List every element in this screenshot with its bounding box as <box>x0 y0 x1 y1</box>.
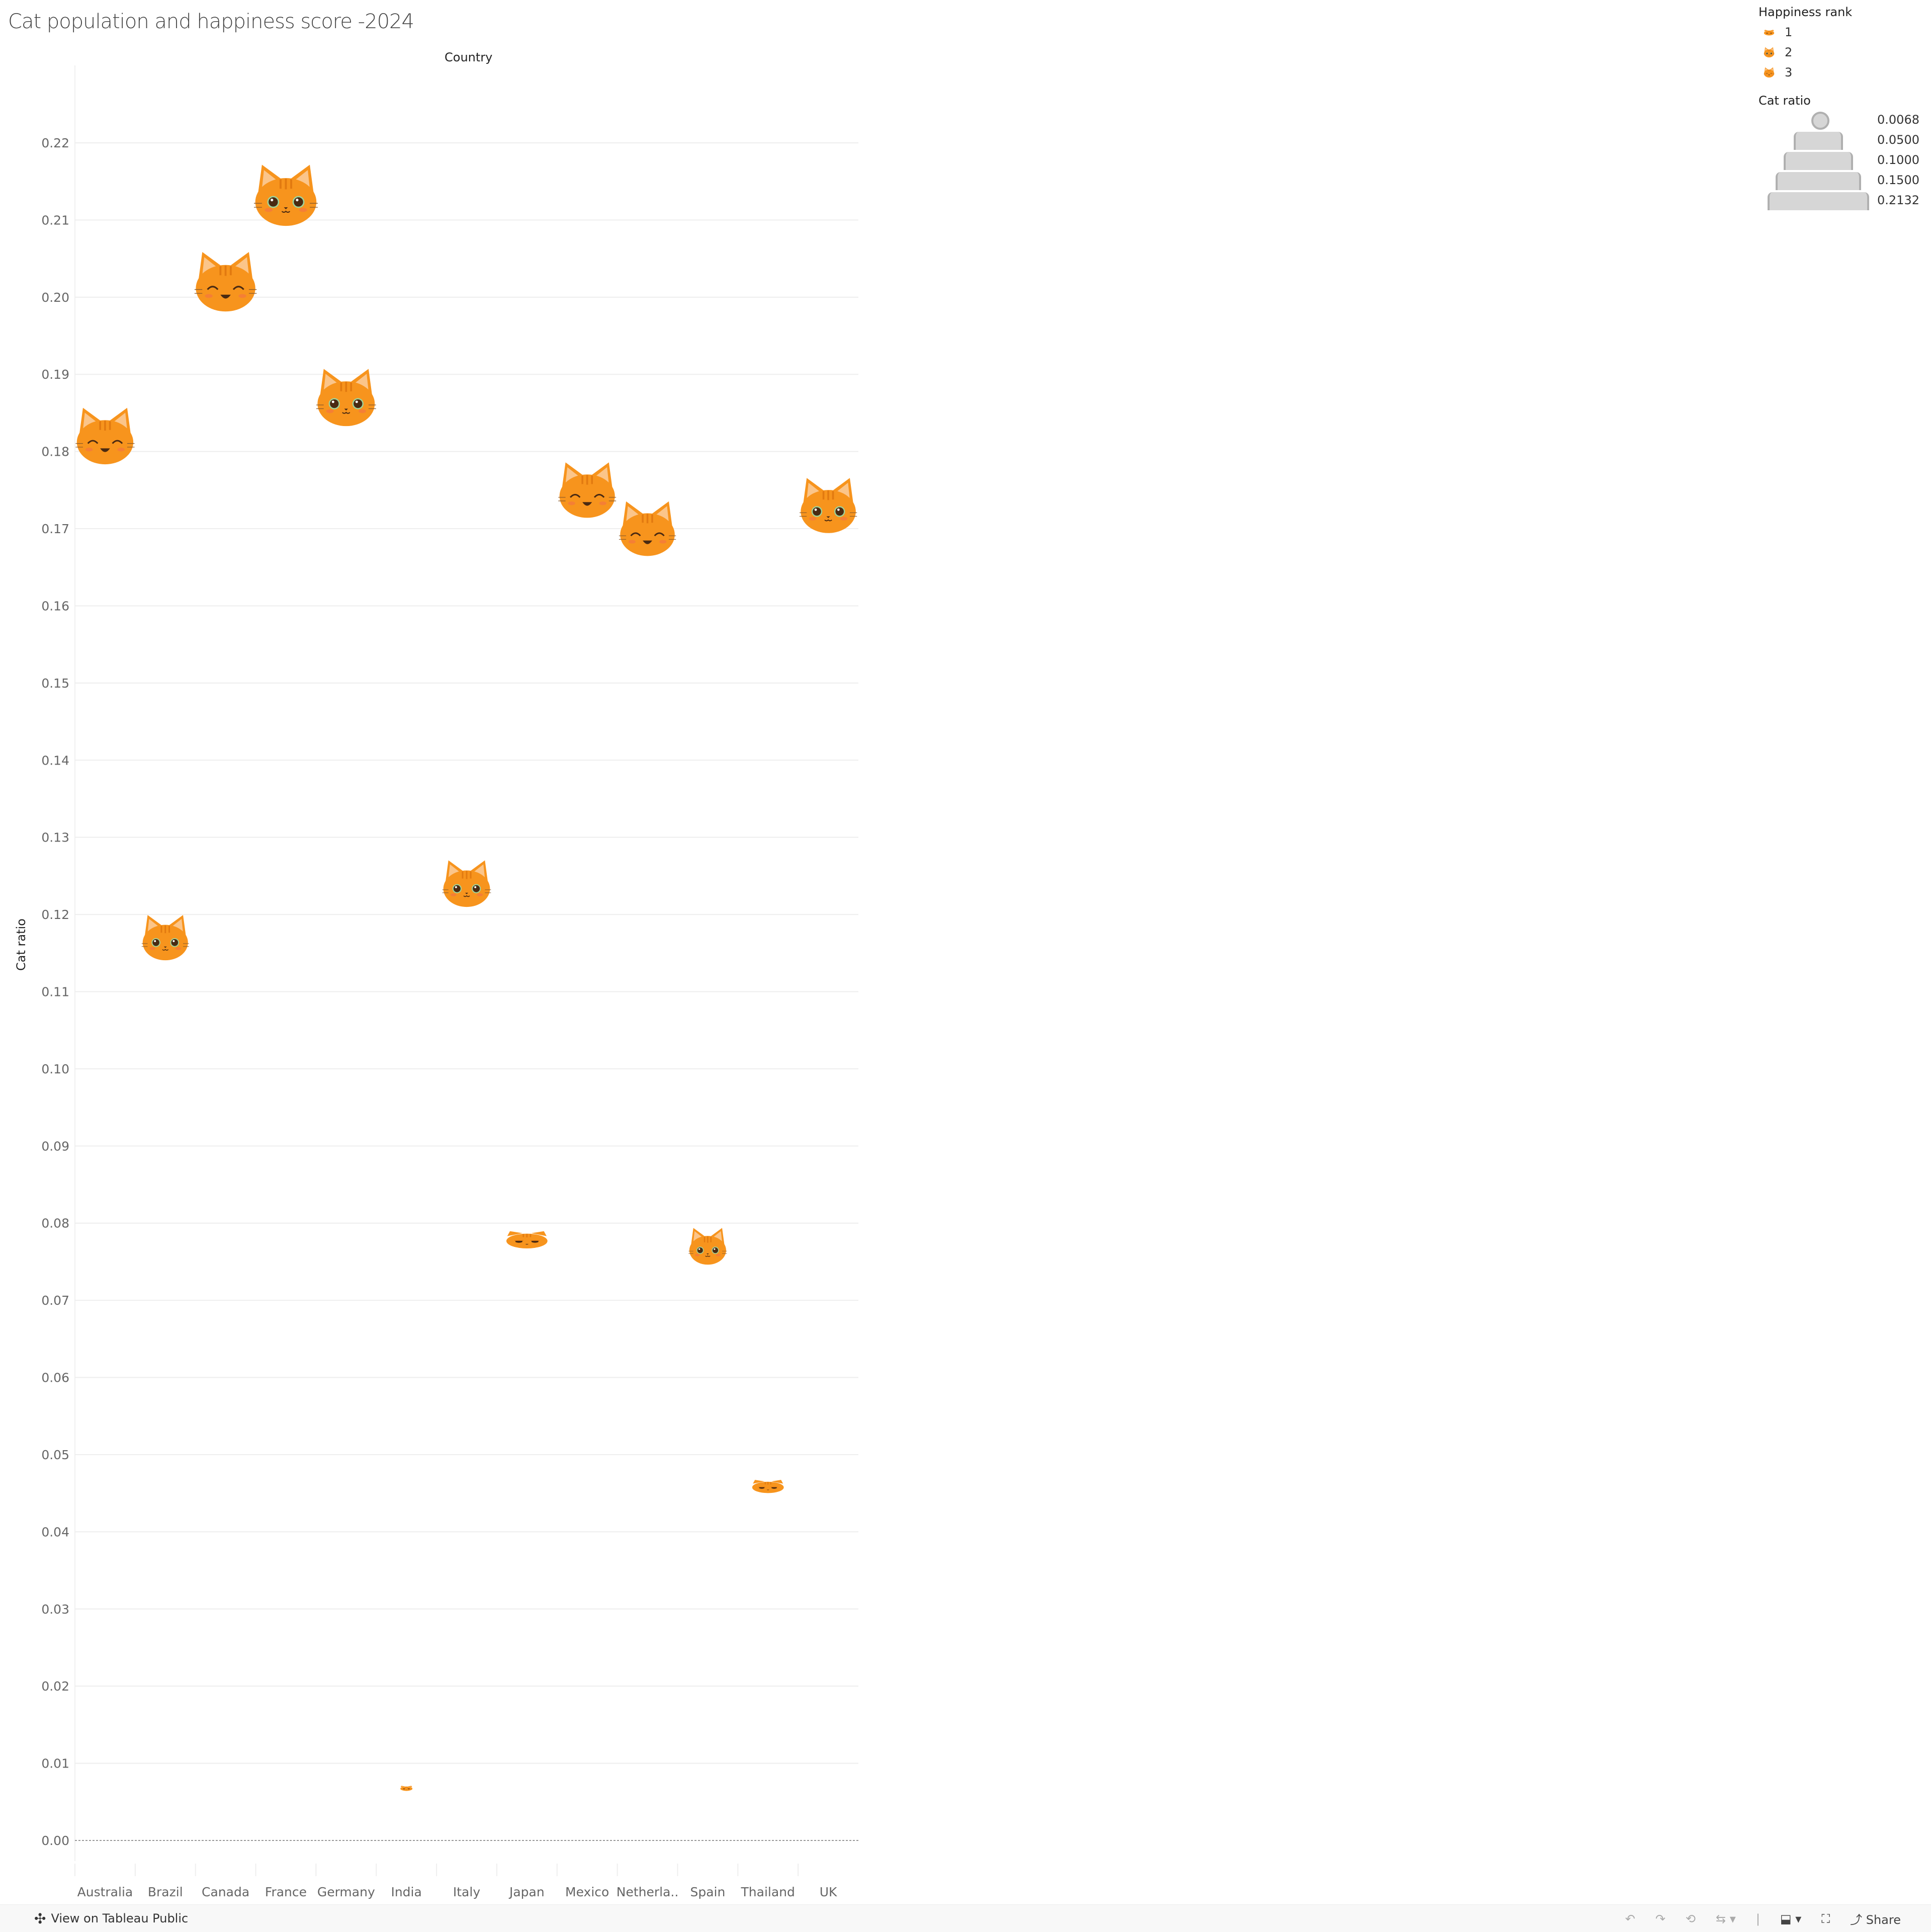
share-button[interactable]: ⤴ Share <box>1850 1913 1901 1927</box>
y-axis-ticks: 0.00 0.01 0.02 0.03 0.04 0.05 0.06 0.07 0.08 0.09… <box>41 136 69 1848</box>
y-tick-label: 0.08 <box>41 1216 69 1231</box>
y-tick-label: 0.14 <box>41 753 69 768</box>
cat-open-eyes-mark[interactable] <box>443 860 491 907</box>
y-tick-label: 0.00 <box>41 1833 69 1848</box>
toolbar: ↶ ↷ ⟲ ⇆ ▾ | ⬓ ▾ ⛶ ⤴ Share <box>1625 1910 1901 1927</box>
column-header: Country <box>445 50 493 64</box>
x-axis-ticks: Australia Brazil Canada France Germany India I… <box>77 1885 837 1899</box>
legend-size-label: 0.0500 <box>1877 133 1919 147</box>
cat-open-eyes-icon <box>1764 47 1775 58</box>
tableau-logo-icon: ✣ <box>34 1910 46 1927</box>
cat-laughing-mark[interactable] <box>75 408 134 464</box>
y-tick-label: 0.10 <box>41 1062 69 1076</box>
cat-sad-mark[interactable] <box>400 1785 413 1791</box>
y-tick-label: 0.17 <box>41 522 69 536</box>
size-swatch <box>1811 112 1829 130</box>
x-tick-label: Brazil <box>148 1885 183 1899</box>
legend-size-label: 0.2132 <box>1877 193 1919 207</box>
cat-laughing-mark[interactable] <box>619 501 676 556</box>
y-tick-label: 0.21 <box>41 213 69 227</box>
cat-open-eyes-mark[interactable] <box>142 915 189 960</box>
y-tick-label: 0.05 <box>41 1448 69 1462</box>
y-tick-label: 0.15 <box>41 676 69 691</box>
cat-sad-mark[interactable] <box>505 1230 549 1249</box>
y-tick-label: 0.18 <box>41 445 69 459</box>
cat-sad-icon <box>1764 29 1775 36</box>
y-tick-label: 0.06 <box>41 1371 69 1385</box>
refresh-icon[interactable]: ⇆ ▾ <box>1716 1911 1736 1926</box>
x-tick-label: Thailand <box>741 1885 795 1899</box>
size-swatch <box>1784 152 1853 170</box>
view-link-label: View on Tableau Public <box>51 1911 189 1925</box>
legend-rank-label: 3 <box>1785 65 1793 79</box>
y-tick-label: 0.03 <box>41 1602 69 1617</box>
cat-open-eyes-mark[interactable] <box>254 165 318 226</box>
cat-laughing-mark[interactable] <box>558 462 616 518</box>
fullscreen-icon[interactable]: ⛶ <box>1821 1911 1830 1926</box>
x-tick-label: Mexico <box>565 1885 609 1899</box>
legend-rank-title: Happiness rank <box>1759 5 1853 19</box>
cat-laughing-icon <box>1764 67 1775 78</box>
legend-size-row: 0.0500 <box>1759 131 1924 151</box>
x-tick-label: Netherla.. <box>617 1885 679 1899</box>
y-tick-label: 0.07 <box>41 1293 69 1308</box>
size-swatch <box>1794 132 1843 150</box>
revert-icon[interactable]: ⟲ <box>1685 1911 1696 1926</box>
x-tick-label: Australia <box>77 1885 133 1899</box>
legend-size-row: 0.2132 <box>1759 191 1924 211</box>
cat-sad-mark[interactable] <box>751 1479 784 1494</box>
legend-rank-label: 2 <box>1785 45 1793 59</box>
gridlines <box>74 65 858 1876</box>
cat-open-eyes-mark[interactable] <box>316 369 376 426</box>
legend-size-title: Cat ratio <box>1759 94 1811 108</box>
y-tick-label: 0.22 <box>41 136 69 150</box>
y-tick-label: 0.20 <box>41 290 69 305</box>
x-tick-label: UK <box>820 1885 837 1899</box>
cat-marks <box>75 165 857 1791</box>
x-tick-label: Spain <box>690 1885 725 1899</box>
x-tick-label: France <box>265 1885 307 1899</box>
undo-icon[interactable]: ↶ <box>1625 1911 1635 1926</box>
x-tick-label: India <box>391 1885 421 1899</box>
size-swatch <box>1768 192 1869 210</box>
download-icon[interactable]: ⬓ ▾ <box>1780 1911 1802 1926</box>
x-tick-label: Canada <box>202 1885 249 1899</box>
y-tick-label: 0.04 <box>41 1525 69 1539</box>
y-tick-label: 0.01 <box>41 1756 69 1771</box>
divider: | <box>1756 1911 1760 1926</box>
legend-size-label: 0.1000 <box>1877 153 1919 167</box>
cat-open-eyes-mark[interactable] <box>688 1228 727 1265</box>
y-tick-label: 0.09 <box>41 1139 69 1153</box>
cat-laughing-mark[interactable] <box>195 252 256 311</box>
chart-title: Cat population and happiness score -2024 <box>8 10 414 33</box>
cat-open-eyes-mark[interactable] <box>800 478 857 533</box>
legend-size-row: 0.0068 <box>1759 111 1924 131</box>
view-on-tableau-link[interactable]: ✣ View on Tableau Public <box>34 1910 188 1927</box>
x-tick-label: Japan <box>508 1885 545 1899</box>
size-swatch <box>1776 172 1861 190</box>
y-tick-label: 0.12 <box>41 907 69 922</box>
legend-size-label: 0.1500 <box>1877 173 1919 187</box>
y-tick-label: 0.11 <box>41 985 69 999</box>
legend: Happiness rank 1 2 3 Cat ratio 0.0068 0.… <box>1759 5 1924 211</box>
redo-icon[interactable]: ↷ <box>1655 1911 1665 1926</box>
legend-size-row: 0.1000 <box>1759 151 1924 171</box>
legend-size-label: 0.0068 <box>1877 113 1919 127</box>
share-label: Share <box>1866 1913 1901 1927</box>
y-tick-label: 0.02 <box>41 1679 69 1694</box>
y-tick-label: 0.16 <box>41 599 69 613</box>
x-tick-label: Italy <box>453 1885 480 1899</box>
legend-rank-label: 1 <box>1785 25 1793 39</box>
legend-rank-1[interactable]: 1 <box>1759 22 1924 42</box>
x-tick-label: Germany <box>317 1885 375 1899</box>
footer-toolbar: ✣ View on Tableau Public ↶ ↷ ⟲ ⇆ ▾ | ⬓ ▾… <box>0 1904 1931 1932</box>
legend-rank-2[interactable]: 2 <box>1759 42 1924 62</box>
legend-size-row: 0.1500 <box>1759 171 1924 191</box>
legend-rank-3[interactable]: 3 <box>1759 62 1924 82</box>
y-tick-label: 0.19 <box>41 367 69 382</box>
y-tick-label: 0.13 <box>41 830 69 845</box>
